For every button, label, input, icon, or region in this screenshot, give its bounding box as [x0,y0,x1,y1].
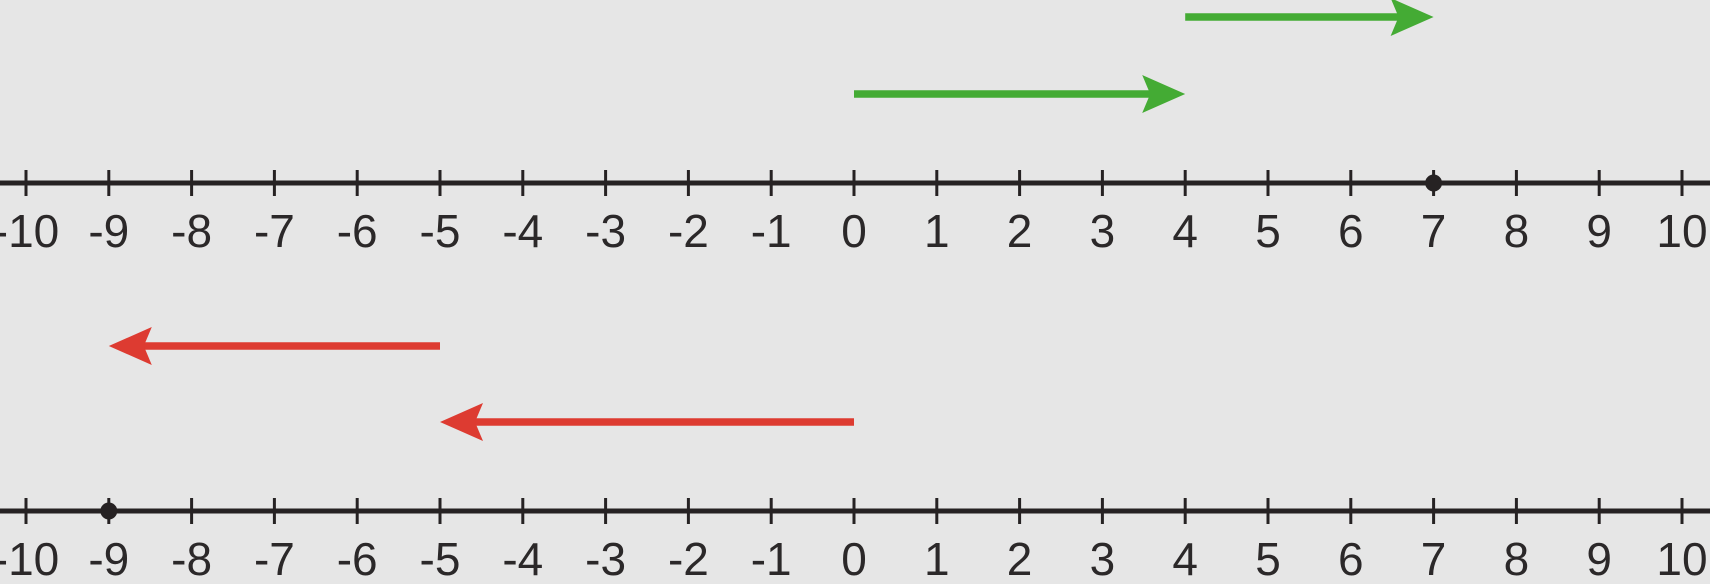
tick-label: -3 [585,205,626,257]
tick-label: -5 [420,205,461,257]
tick-label: -3 [585,533,626,584]
tick-label: 7 [1421,205,1447,257]
tick-label: -6 [337,205,378,257]
tick-label: -9 [88,205,129,257]
tick-label: 6 [1338,533,1364,584]
tick-label: -10 [0,533,59,584]
tick-label: -7 [254,205,295,257]
tick-label: -2 [668,205,709,257]
tick-label: 3 [1090,533,1116,584]
tick-label: -1 [751,533,792,584]
tick-label: 2 [1007,533,1033,584]
tick-label: 0 [841,205,867,257]
tick-label: 3 [1090,205,1116,257]
tick-label: -8 [171,205,212,257]
tick-label: 4 [1172,533,1198,584]
point-dot [100,502,118,520]
tick-label: -2 [668,533,709,584]
tick-label: 5 [1255,533,1281,584]
tick-label: -7 [254,533,295,584]
arrowhead-left-icon [440,403,483,441]
green-arrow-0-to-4 [854,75,1186,113]
tick-label: 2 [1007,205,1033,257]
red-arrow-0-to-neg5 [440,403,854,441]
point-dot [1425,174,1443,192]
tick-label: 1 [924,205,950,257]
tick-label: 8 [1504,205,1530,257]
tick-label: -9 [88,533,129,584]
arrowhead-left-icon [108,327,152,365]
tick-label: 1 [924,533,950,584]
tick-label: 0 [841,533,867,584]
tick-label: 6 [1338,205,1364,257]
tick-label: -8 [171,533,212,584]
tick-label: 9 [1586,533,1612,584]
tick-label: 5 [1255,205,1281,257]
tick-label: 7 [1421,533,1447,584]
red-arrow-neg5-to-neg9 [108,327,440,365]
tick-label: 9 [1586,205,1612,257]
tick-label: -5 [420,533,461,584]
tick-label: 4 [1172,205,1198,257]
tick-label: 10 [1656,205,1707,257]
arrowhead-right-icon [1142,75,1186,113]
tick-label: -10 [0,205,59,257]
tick-label: -4 [502,533,543,584]
tick-label: -6 [337,533,378,584]
green-arrow-4-to-7 [1185,0,1434,36]
tick-label: -4 [502,205,543,257]
arrowhead-right-icon [1390,0,1434,36]
tick-label: -1 [751,205,792,257]
tick-label: 10 [1656,533,1707,584]
tick-label: 8 [1504,533,1530,584]
